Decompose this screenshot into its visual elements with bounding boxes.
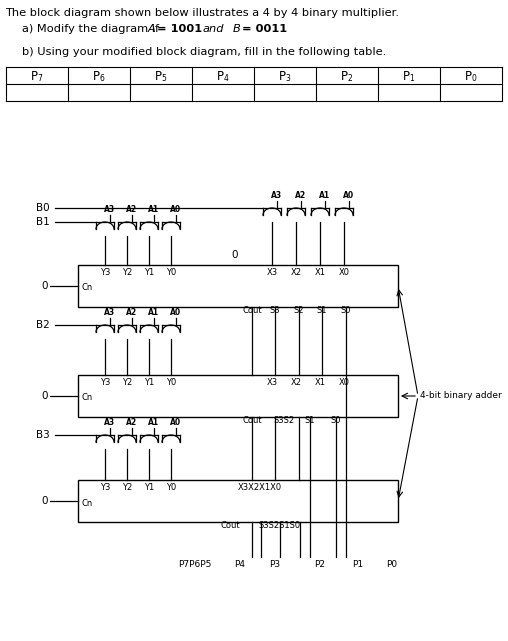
Text: A2: A2 — [126, 308, 138, 317]
Text: 0: 0 — [42, 391, 48, 401]
Text: Cout: Cout — [242, 416, 262, 425]
Text: Y2: Y2 — [122, 378, 132, 387]
Text: P1: P1 — [353, 560, 364, 569]
Text: Y1: Y1 — [144, 268, 154, 277]
Text: S3S2S1S0: S3S2S1S0 — [259, 521, 301, 530]
Text: X3: X3 — [266, 268, 277, 277]
Text: S3S2: S3S2 — [273, 416, 295, 425]
Text: A3: A3 — [271, 191, 282, 200]
Text: 4: 4 — [224, 74, 229, 83]
Text: B3: B3 — [36, 430, 50, 440]
Text: P4: P4 — [235, 560, 245, 569]
Text: B0: B0 — [37, 203, 50, 213]
Text: A2: A2 — [126, 418, 138, 427]
Text: Y0: Y0 — [166, 268, 176, 277]
Text: A1: A1 — [148, 205, 160, 214]
Text: A0: A0 — [171, 418, 181, 427]
Text: Y3: Y3 — [100, 483, 110, 492]
Text: A3: A3 — [105, 418, 115, 427]
Text: Y0: Y0 — [166, 378, 176, 387]
Text: Cout: Cout — [220, 521, 240, 530]
Text: X0: X0 — [338, 268, 350, 277]
Text: Y1: Y1 — [144, 483, 154, 492]
Text: X2: X2 — [291, 268, 302, 277]
Text: = 1001: = 1001 — [157, 24, 202, 34]
Text: Y3: Y3 — [100, 268, 110, 277]
Text: P: P — [402, 70, 409, 83]
Text: A0: A0 — [171, 205, 181, 214]
Text: 0: 0 — [42, 496, 48, 506]
Text: 5: 5 — [162, 74, 167, 83]
Text: Cn: Cn — [82, 394, 93, 403]
Text: P7P6P5: P7P6P5 — [178, 560, 212, 569]
Text: 6: 6 — [100, 74, 105, 83]
Text: 0: 0 — [42, 281, 48, 291]
Text: P0: P0 — [387, 560, 398, 569]
Text: A3: A3 — [105, 308, 115, 317]
Text: Cn: Cn — [82, 283, 93, 292]
Text: P: P — [92, 70, 100, 83]
Text: 2: 2 — [347, 74, 353, 83]
Text: A0: A0 — [171, 308, 181, 317]
Text: Y0: Y0 — [166, 483, 176, 492]
Text: Cn: Cn — [82, 499, 93, 508]
Text: 4-bit binary adder: 4-bit binary adder — [420, 392, 502, 401]
Text: 3: 3 — [285, 74, 291, 83]
Text: X3X2X1X0: X3X2X1X0 — [238, 483, 282, 492]
Bar — [78, 375, 398, 417]
Text: S1: S1 — [305, 416, 315, 425]
Text: S0: S0 — [341, 306, 351, 315]
Text: X2: X2 — [291, 378, 302, 387]
Text: b) Using your modified block diagram, fill in the following table.: b) Using your modified block diagram, fi… — [22, 47, 386, 57]
Text: P3: P3 — [269, 560, 280, 569]
Text: P: P — [30, 70, 38, 83]
Text: A3: A3 — [105, 205, 115, 214]
Text: P: P — [464, 70, 471, 83]
Text: P: P — [340, 70, 347, 83]
Text: X3: X3 — [266, 378, 277, 387]
Bar — [78, 480, 398, 522]
Text: P: P — [216, 70, 224, 83]
Text: Cout: Cout — [242, 306, 262, 315]
Text: P: P — [154, 70, 162, 83]
Text: S2: S2 — [294, 306, 304, 315]
Text: a) Modify the diagram if: a) Modify the diagram if — [22, 24, 159, 34]
Text: and: and — [203, 24, 225, 34]
Text: S3: S3 — [270, 306, 280, 315]
Text: A1: A1 — [148, 308, 160, 317]
Text: A2: A2 — [296, 191, 306, 200]
Text: X1: X1 — [314, 268, 326, 277]
Text: B2: B2 — [36, 320, 50, 330]
Text: 1: 1 — [409, 74, 415, 83]
Text: Y1: Y1 — [144, 378, 154, 387]
Text: A1: A1 — [320, 191, 331, 200]
Text: Y3: Y3 — [100, 378, 110, 387]
Text: = 0011: = 0011 — [242, 24, 287, 34]
Text: X1: X1 — [314, 378, 326, 387]
Text: 0: 0 — [232, 250, 238, 260]
Text: Y2: Y2 — [122, 268, 132, 277]
Text: A1: A1 — [148, 418, 160, 427]
Text: S0: S0 — [331, 416, 341, 425]
Text: A0: A0 — [343, 191, 355, 200]
Text: P: P — [278, 70, 285, 83]
Text: B: B — [233, 24, 241, 34]
Text: 0: 0 — [471, 74, 477, 83]
Text: A2: A2 — [126, 205, 138, 214]
Text: The block diagram shown below illustrates a 4 by 4 binary multiplier.: The block diagram shown below illustrate… — [5, 8, 399, 18]
Text: Y2: Y2 — [122, 483, 132, 492]
Text: P2: P2 — [314, 560, 326, 569]
Bar — [78, 265, 398, 307]
Text: X0: X0 — [338, 378, 350, 387]
Text: A: A — [148, 24, 156, 34]
Text: 7: 7 — [38, 74, 43, 83]
Text: B1: B1 — [36, 217, 50, 227]
Text: S1: S1 — [317, 306, 327, 315]
